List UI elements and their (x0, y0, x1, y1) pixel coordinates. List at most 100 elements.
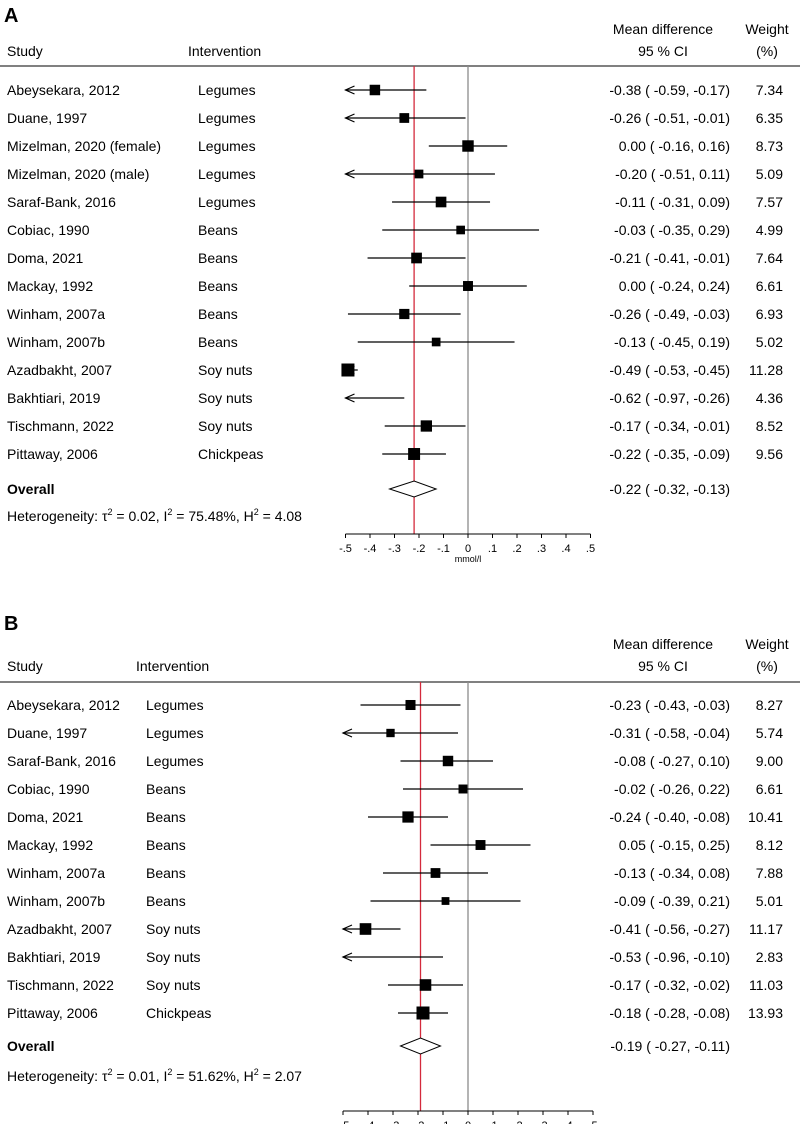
panel-b-het-prefix: Heterogeneity: τ (7, 1068, 108, 1084)
study-ci-text: -0.17 ( -0.32, -0.02) (609, 977, 730, 993)
study-weight: 11.17 (749, 921, 783, 937)
study-ci-text: -0.53 ( -0.96, -0.10) (609, 949, 730, 965)
study-intervention: Legumes (198, 166, 256, 182)
x-tick-label: .1 (488, 543, 497, 555)
study-mark (357, 337, 515, 347)
study-mark (370, 897, 521, 905)
study-intervention: Beans (198, 278, 238, 294)
panel-a-marks: -.5 -.4 -.3 -.2 -.1 0 .1 .2 .3 .4 .5 mmol/l (339, 66, 595, 564)
study-mark (344, 169, 495, 179)
study-mark (403, 784, 523, 794)
panel-a-het-i: = 75.48%, H (172, 508, 253, 524)
study-ci-text: -0.26 ( -0.51, -0.01) (609, 110, 730, 126)
study-row: Mackay, 1992 Beans 0.05 ( -0.15, 0.25) 8.12 (7, 837, 783, 853)
x-tick-label: .2 (512, 543, 521, 555)
study-row: Bakhtiari, 2019 Soy nuts -0.62 ( -0.97, -0… (7, 390, 783, 406)
point-estimate (420, 420, 432, 432)
study-intervention: Soy nuts (146, 949, 200, 965)
study-name: Azadbakht, 2007 (7, 362, 112, 378)
study-intervention: Legumes (198, 194, 256, 210)
study-name: Winham, 2007a (7, 306, 105, 322)
panel-b-het-i-exp: 2 (167, 1067, 172, 1077)
study-weight: 7.64 (756, 250, 783, 266)
study-ci-text: -0.09 ( -0.39, 0.21) (614, 893, 730, 909)
study-weight: 5.02 (756, 334, 783, 350)
study-ci-text: -0.21 ( -0.41, -0.01) (609, 250, 730, 266)
study-weight: 9.56 (756, 446, 783, 462)
study-ci-text: -0.02 ( -0.26, 0.22) (614, 781, 730, 797)
panel-b-header-intervention: Intervention (136, 658, 209, 674)
point-estimate (399, 308, 410, 320)
study-name: Cobiac, 1990 (7, 222, 90, 238)
panel-b-het-h-exp: 2 (254, 1067, 259, 1077)
point-estimate (386, 728, 395, 738)
panel-a-letter: A (4, 5, 18, 27)
study-name: Winham, 2007b (7, 893, 105, 909)
study-intervention: Legumes (146, 753, 204, 769)
point-estimate (458, 784, 468, 794)
point-estimate (463, 281, 473, 291)
study-mark (341, 728, 458, 738)
study-row: Saraf-Bank, 2016 Legumes -0.11 ( -0.31, 0.… (7, 194, 783, 210)
study-row: Pittaway, 2006 Chickpeas -0.18 ( -0.28, -0… (7, 1005, 783, 1021)
point-estimate (341, 363, 355, 377)
study-row: Mackay, 1992 Beans 0.00 ( -0.24, 0.24) 6.61 (7, 278, 783, 294)
panel-a-header-intervention: Intervention (188, 43, 261, 59)
study-mark (368, 811, 448, 823)
study-intervention: Legumes (146, 725, 204, 741)
panel-b-header-weight: Weight (745, 636, 788, 652)
study-row: Doma, 2021 Beans -0.21 ( -0.41, -0.01) 7.64 (7, 250, 783, 266)
study-ci-text: -0.62 ( -0.97, -0.26) (609, 390, 730, 406)
ci-arrow (341, 952, 353, 962)
x-tick-label: -.5 (337, 1120, 350, 1124)
study-weight: 11.28 (749, 362, 783, 378)
study-weight: 4.36 (756, 390, 783, 406)
x-tick-label: .4 (563, 1120, 572, 1124)
study-intervention: Legumes (198, 138, 256, 154)
study-intervention: Soy nuts (146, 921, 200, 937)
x-tick-label: -.1 (437, 1120, 450, 1124)
x-tick-label: .5 (588, 1120, 597, 1124)
study-weight: 5.09 (756, 166, 783, 182)
panel-b-het-tau-exp: 2 (107, 1067, 112, 1077)
x-tick-label: .1 (488, 1120, 497, 1124)
study-row: Doma, 2021 Beans -0.24 ( -0.40, -0.08) 10.4… (7, 809, 783, 825)
study-mark (392, 196, 491, 208)
study-ci-text: -0.41 ( -0.56, -0.27) (609, 921, 730, 937)
point-estimate (402, 811, 414, 823)
x-tick-label: -.2 (413, 543, 426, 555)
overall-label: Overall (7, 1038, 54, 1054)
study-name: Saraf-Bank, 2016 (7, 753, 116, 769)
study-mark (341, 952, 443, 962)
panel-a-het-h-exp: 2 (254, 507, 259, 517)
study-mark (347, 308, 461, 320)
study-mark (382, 448, 446, 460)
study-name: Winham, 2007b (7, 334, 105, 350)
point-estimate (442, 755, 454, 767)
study-name: Pittaway, 2006 (7, 446, 98, 462)
study-weight: 2.83 (756, 949, 783, 965)
study-intervention: Legumes (198, 82, 256, 98)
x-tick-label: -.5 (339, 543, 352, 555)
x-tick-label: -.4 (362, 1120, 375, 1124)
ci-arrow (344, 169, 355, 179)
x-tick-label: -.2 (412, 1120, 425, 1124)
ci-arrow (344, 85, 355, 95)
point-estimate (430, 868, 441, 878)
panel-a: A Study Intervention Mean difference 95 … (0, 5, 800, 564)
study-ci-text: -0.08 ( -0.27, 0.10) (614, 753, 730, 769)
study-mark (428, 140, 508, 152)
ci-arrow (344, 113, 355, 123)
study-row: Tischmann, 2022 Soy nuts -0.17 ( -0.34, -0… (7, 418, 783, 434)
study-intervention: Beans (198, 334, 238, 350)
panel-a-heterogeneity: Heterogeneity: τ2 = 0.02, I2 = 75.48%, H… (7, 507, 302, 524)
study-ci-text: -0.13 ( -0.34, 0.08) (614, 865, 730, 881)
panel-a-header-weight: Weight (745, 21, 788, 37)
study-weight: 6.61 (756, 781, 783, 797)
overall-label: Overall (7, 481, 54, 497)
study-mark (430, 840, 531, 850)
study-intervention: Beans (146, 837, 186, 853)
overall-row: Overall -0.22 ( -0.32, -0.13) (7, 481, 730, 497)
